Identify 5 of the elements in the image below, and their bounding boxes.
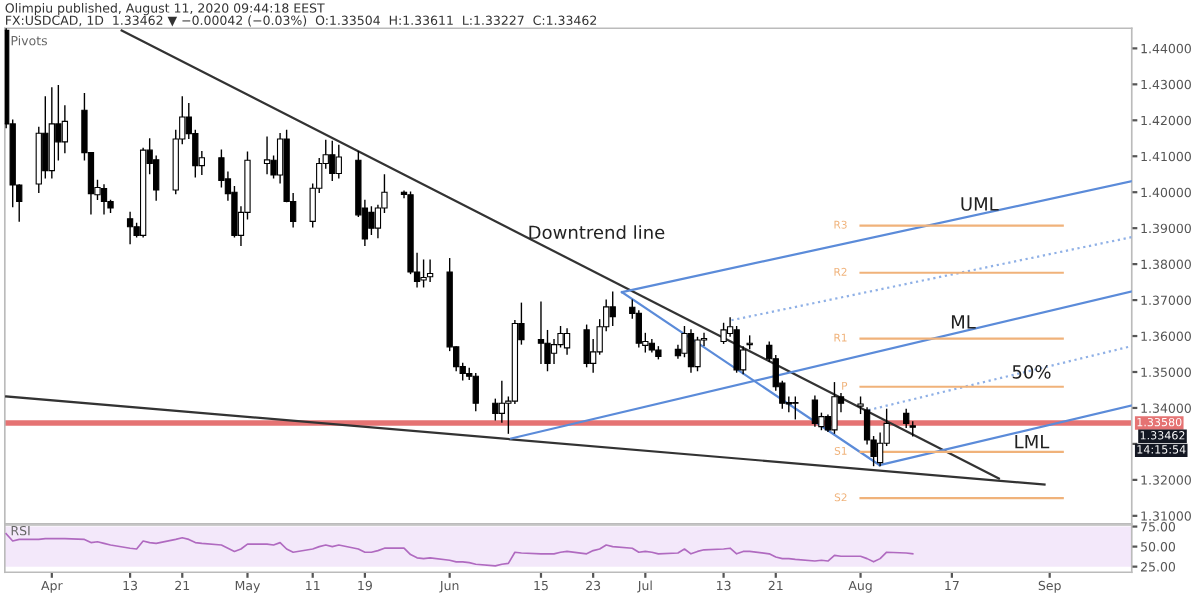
annotation: 50%: [1012, 365, 1051, 379]
annotation: Downtrend line: [529, 225, 665, 240]
annotation: LML: [1015, 435, 1050, 449]
annotation: ML: [951, 315, 976, 329]
annotation: UML: [961, 197, 999, 211]
